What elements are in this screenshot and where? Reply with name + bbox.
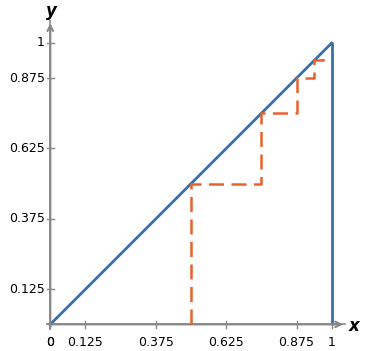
Text: 0: 0	[46, 336, 54, 349]
Text: x: x	[349, 317, 359, 335]
Text: 0.625: 0.625	[208, 336, 244, 349]
Text: y: y	[46, 2, 57, 20]
Text: 0.625: 0.625	[9, 142, 45, 155]
Text: 0.375: 0.375	[9, 212, 45, 225]
Text: 0: 0	[46, 336, 54, 349]
Text: 0.125: 0.125	[9, 283, 45, 296]
Text: 0.875: 0.875	[9, 72, 45, 85]
Text: 1: 1	[328, 336, 336, 349]
Text: 0.125: 0.125	[68, 336, 103, 349]
Text: 1: 1	[37, 37, 45, 49]
Text: 0.875: 0.875	[279, 336, 314, 349]
Text: 0.375: 0.375	[138, 336, 174, 349]
